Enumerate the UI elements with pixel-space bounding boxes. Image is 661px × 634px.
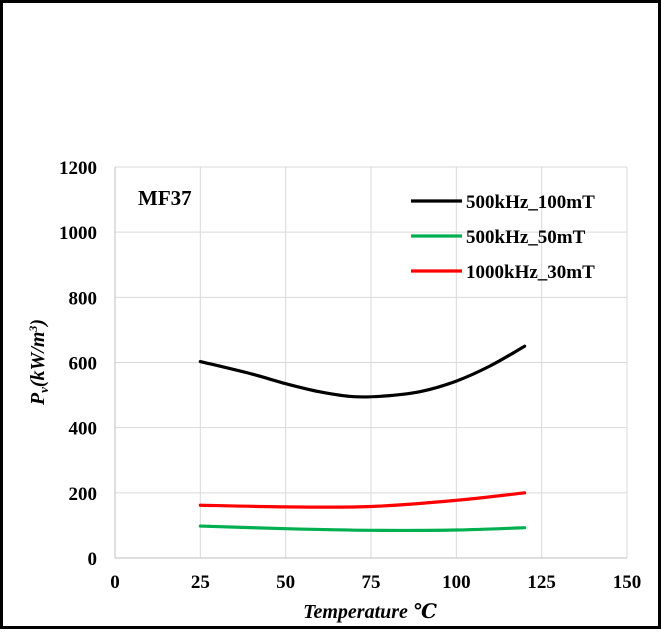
legend-label: 500kHz_100mT [466, 192, 595, 213]
y-tick-labels: 0 200 400 600 800 1000 1200 [59, 158, 97, 570]
y-tick-label: 1200 [59, 158, 97, 179]
y-axis-label-rest: (kW/m [27, 332, 49, 388]
x-tick-label: 0 [110, 572, 120, 593]
legend-label: 1000kHz_30mT [466, 262, 595, 283]
legend-label: 500kHz_50mT [466, 227, 586, 248]
axes [114, 167, 627, 559]
y-tick-label: 600 [69, 354, 98, 375]
x-tick-label: 150 [613, 572, 642, 593]
x-tick-label: 25 [191, 572, 210, 593]
legend: 500kHz_100mT 500kHz_50mT 1000kHz_30mT [411, 192, 595, 283]
y-axis-label-main: P [27, 392, 49, 406]
y-axis-label-close: ) [27, 319, 49, 328]
series-line-1 [198, 524, 527, 533]
y-axis-label-sub: v [36, 387, 51, 393]
y-tick-label: 400 [69, 419, 98, 440]
chart-annotation: MF37 [138, 186, 192, 210]
x-tick-label: 75 [362, 572, 381, 593]
series-lines [198, 344, 527, 533]
y-axis-label-sup: 3 [26, 326, 40, 333]
x-tick-label: 125 [527, 572, 556, 593]
y-axis-label: Pv(kW/m3) [26, 319, 51, 406]
y-tick-label: 1000 [59, 223, 97, 244]
x-tick-label: 50 [276, 572, 295, 593]
series-line-0 [198, 344, 527, 399]
x-axis-label: Temperature ℃ [303, 601, 437, 623]
series-line-2 [198, 491, 527, 509]
x-tick-label: 100 [442, 572, 471, 593]
y-tick-label: 200 [69, 484, 98, 505]
y-tick-label: 800 [69, 288, 98, 309]
y-tick-label: 0 [88, 549, 98, 570]
x-tick-labels: 0 25 50 75 100 125 150 [110, 572, 641, 593]
